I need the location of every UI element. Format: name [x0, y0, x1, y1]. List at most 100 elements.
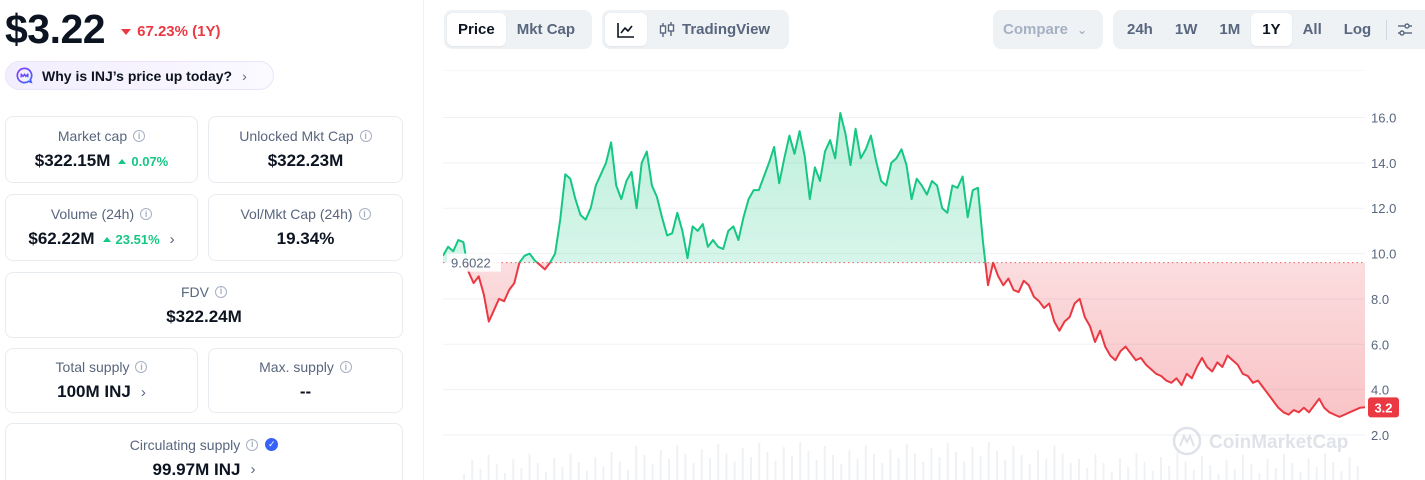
volume-bar: [1184, 461, 1187, 480]
y-tick-label: 8.0: [1371, 292, 1389, 307]
volume-bar: [709, 458, 711, 480]
market-cap-change-value: 0.07%: [131, 153, 169, 169]
price-change-1y: 67.23% (1Y): [121, 23, 221, 40]
volume-label: Volume (24h): [50, 206, 135, 222]
candlestick-icon: [659, 21, 675, 37]
chart-settings-button[interactable]: [1391, 13, 1419, 46]
volume-bar: [463, 474, 465, 480]
tab-mkt-cap[interactable]: Mkt Cap: [516, 21, 576, 38]
price-row: $3.22 67.23% (1Y): [5, 6, 221, 53]
volume-bar: [1225, 460, 1228, 480]
volume-bar: [840, 464, 843, 480]
volume-bar: [963, 461, 966, 480]
market-cap-label: Market cap: [57, 128, 128, 144]
info-icon[interactable]: i: [135, 361, 148, 373]
volume-bar: [1020, 455, 1023, 480]
range-1y[interactable]: 1Y: [1251, 13, 1292, 46]
volume-bar: [1127, 467, 1130, 480]
watermark: CoinMarketCap: [1172, 426, 1348, 456]
market-cap-change: 0.07%: [118, 154, 168, 169]
line-chart-button[interactable]: [605, 13, 647, 46]
volume-bar: [504, 473, 506, 480]
volume-card[interactable]: Volume (24h) i $62.22M 23.51% ›: [5, 194, 198, 261]
volume-bar: [610, 452, 613, 480]
info-icon[interactable]: i: [358, 208, 371, 220]
market-cap-card: Market cap i $322.15M 0.07%: [5, 116, 198, 183]
volume-bar: [733, 462, 736, 480]
volume-bar: [832, 455, 834, 480]
volume-bar: [1135, 453, 1138, 480]
info-icon[interactable]: i: [339, 361, 352, 373]
volume-bar: [1143, 462, 1146, 480]
volume-bar: [1086, 468, 1089, 480]
volume-bar: [594, 457, 597, 480]
info-icon[interactable]: i: [246, 438, 259, 451]
price-change-value: 67.23% (1Y): [137, 23, 221, 40]
volume-bar: [766, 452, 769, 480]
range-log[interactable]: Log: [1343, 21, 1372, 38]
chevron-right-icon: ›: [242, 67, 247, 84]
volume-bar: [1283, 454, 1285, 480]
volume-bar: [1315, 467, 1318, 480]
volume-bar: [807, 451, 810, 480]
y-tick-label: 4.0: [1371, 383, 1389, 398]
range-24h[interactable]: 24h: [1127, 21, 1153, 38]
volume-bar: [1119, 458, 1121, 480]
volume-bar: [643, 455, 646, 480]
compare-dropdown[interactable]: Compare ⌄: [993, 10, 1103, 49]
volume-bar: [930, 448, 933, 480]
line-chart-icon: [617, 22, 634, 38]
price-chart[interactable]: 9.6022 16.0 14.0 12.0 10.0 8.0 6.0 4.0 2.0 Coin…: [443, 70, 1425, 480]
circulating-supply-value: 99.97M INJ: [152, 459, 241, 479]
volume-bar: [791, 456, 793, 480]
volume-bar: [635, 446, 638, 480]
range-1w[interactable]: 1W: [1174, 21, 1198, 38]
volume-bar: [1299, 472, 1302, 480]
volume-bar: [536, 463, 539, 480]
fdv-card: FDV i $322.24M: [5, 272, 403, 338]
chart-type-tabs: TradingView: [602, 10, 789, 49]
y-tick-label: 12.0: [1371, 201, 1396, 216]
circulating-supply-label: Circulating supply: [129, 436, 241, 453]
max-supply-card: Max. supply i --: [208, 348, 403, 413]
volume-change-value: 23.51%: [115, 231, 160, 247]
tradingview-button[interactable]: TradingView: [647, 13, 781, 46]
volume-bar: [1266, 459, 1269, 480]
volume-bar: [889, 449, 892, 480]
why-price-up-button[interactable]: Why is INJ’s price up today? ›: [5, 61, 274, 90]
volume-bar: [487, 455, 490, 480]
info-icon[interactable]: i: [133, 130, 146, 142]
circulating-supply-card[interactable]: Circulating supply i ✓ 99.97M INJ ›: [5, 423, 403, 480]
volume-bar: [512, 459, 515, 480]
volume-bar: [1012, 446, 1015, 480]
total-supply-card[interactable]: Total supply i 100M INJ ›: [5, 348, 198, 413]
volume-bar: [873, 454, 875, 480]
volume-bar: [1209, 465, 1212, 480]
volume-bar: [914, 453, 916, 480]
volume-bar: [1192, 470, 1195, 480]
volume-bar: [1004, 460, 1007, 480]
volume-bar: [1069, 463, 1072, 480]
info-icon[interactable]: i: [215, 285, 227, 298]
volume-bar: [1291, 463, 1294, 480]
tab-price[interactable]: Price: [447, 13, 506, 46]
volume-bar: [1307, 458, 1310, 480]
volume-bar: [946, 443, 949, 480]
volume-bar: [1037, 450, 1039, 480]
info-icon[interactable]: i: [359, 130, 372, 142]
chevron-right-icon[interactable]: ›: [250, 461, 256, 478]
range-all[interactable]: All: [1302, 21, 1322, 38]
chevron-right-icon[interactable]: ›: [169, 230, 175, 248]
volume-bar: [971, 447, 974, 480]
volume-bar: [881, 463, 884, 480]
chevron-right-icon[interactable]: ›: [140, 383, 146, 401]
volume-bar: [1332, 462, 1335, 480]
info-icon[interactable]: i: [140, 208, 153, 220]
volume-bar: [1110, 472, 1113, 480]
range-1m[interactable]: 1M: [1219, 21, 1241, 38]
current-price-label: 3.2: [1374, 400, 1392, 415]
sliders-icon: [1398, 22, 1413, 36]
volume-value: $62.22M: [28, 229, 95, 248]
toolbar-divider: [1386, 19, 1388, 40]
vol-mkt-cap-value: 19.34%: [276, 229, 335, 248]
